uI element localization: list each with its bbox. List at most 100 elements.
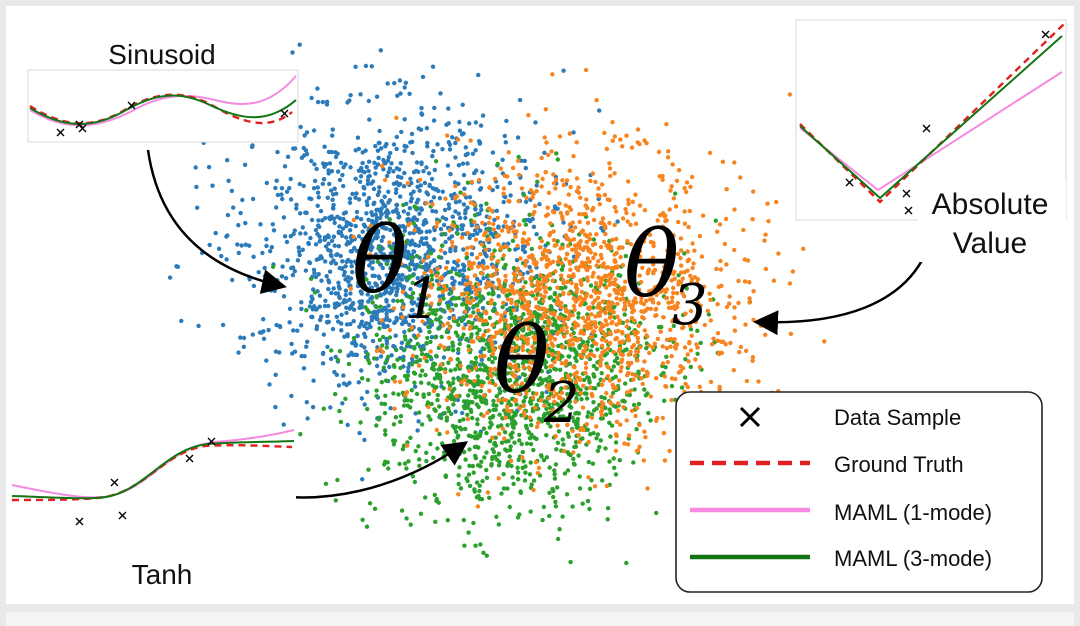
scatter-point [391, 241, 397, 246]
scatter-point [660, 415, 665, 421]
scatter-point [659, 324, 664, 330]
scatter-point [464, 290, 469, 296]
scatter-point [539, 398, 544, 403]
scatter-point [463, 211, 468, 216]
scatter-point [521, 218, 527, 223]
scatter-point [479, 397, 484, 403]
scatter-point [553, 434, 558, 439]
scatter-point [450, 135, 455, 140]
scatter-point [346, 361, 352, 367]
scatter-point [322, 237, 327, 242]
scatter-point [559, 267, 565, 272]
scatter-point [410, 318, 416, 323]
scatter-point [329, 348, 334, 353]
scatter-point [355, 271, 360, 276]
scatter-point [335, 357, 341, 363]
scatter-point [297, 42, 302, 47]
scatter-point [508, 458, 514, 464]
scatter-point [309, 158, 314, 164]
scatter-point [448, 357, 454, 362]
scatter-point [285, 154, 291, 159]
scatter-point [326, 286, 331, 292]
scatter-point [649, 288, 655, 293]
scatter-point [599, 408, 605, 413]
scatter-point [607, 340, 613, 346]
scatter-point [474, 325, 479, 330]
scatter-point [588, 385, 593, 390]
scatter-point [618, 137, 623, 142]
scatter-point [648, 394, 653, 399]
scatter-point [437, 376, 442, 381]
scatter-point [416, 169, 421, 174]
scatter-point [261, 317, 266, 322]
scatter-point [530, 314, 536, 319]
scatter-point [546, 248, 552, 254]
scatter-point [573, 387, 578, 393]
scatter-point [423, 495, 428, 500]
scatter-point [611, 349, 616, 355]
scatter-point [547, 490, 552, 495]
scatter-point [645, 391, 650, 396]
scatter-point [535, 316, 540, 321]
scatter-point [542, 135, 547, 140]
scatter-point [566, 291, 572, 296]
scatter-point [559, 390, 565, 395]
scatter-point [506, 150, 511, 155]
scatter-point [551, 488, 556, 494]
scatter-point [543, 314, 549, 319]
scatter-point [332, 301, 337, 307]
scatter-point [612, 171, 617, 176]
scatter-point [751, 317, 756, 323]
scatter-point [547, 513, 552, 519]
scatter-point [456, 258, 461, 263]
scatter-point [627, 276, 632, 281]
scatter-point [501, 382, 506, 387]
scatter-point [574, 422, 579, 427]
scatter-point [479, 383, 484, 389]
scatter-point [487, 495, 492, 500]
inset-absolute-title-line2: Value [953, 227, 1028, 260]
scatter-point [378, 262, 383, 267]
scatter-point [732, 160, 737, 165]
scatter-point [380, 234, 386, 240]
scatter-point [449, 302, 454, 307]
scatter-point [509, 384, 515, 389]
scatter-point [251, 283, 257, 289]
scatter-point [688, 327, 694, 332]
scatter-point [457, 119, 462, 125]
scatter-point [723, 216, 729, 222]
scatter-point [310, 314, 315, 320]
scatter-point [361, 253, 366, 258]
absolute-title-bg [918, 182, 1066, 262]
scatter-point [554, 391, 559, 396]
scatter-point [616, 348, 622, 354]
scatter-point [435, 392, 440, 398]
scatter-point [320, 99, 325, 105]
scatter-point [518, 320, 524, 326]
scatter-point [422, 355, 427, 361]
scatter-point [491, 398, 496, 404]
scatter-point [519, 324, 524, 329]
scatter-point [259, 330, 264, 335]
scatter-point [470, 151, 476, 156]
scatter-point [534, 283, 540, 288]
scatter-point [587, 306, 592, 312]
scatter-point [426, 324, 431, 330]
scatter-point [284, 239, 290, 245]
scatter-point [505, 486, 510, 491]
scatter-point [420, 319, 425, 324]
scatter-point [689, 333, 694, 338]
scatter-point [599, 225, 604, 231]
scatter-point [290, 272, 296, 278]
scatter-point [511, 340, 516, 345]
scatter-point [464, 313, 469, 319]
scatter-point [615, 291, 621, 296]
scatter-point [376, 274, 381, 279]
scatter-point [435, 266, 440, 271]
scatter-point [602, 239, 607, 245]
scatter-point [673, 376, 678, 382]
scatter-point [360, 160, 365, 166]
scatter-point [560, 214, 565, 219]
scatter-point [307, 304, 313, 309]
scatter-point [567, 168, 572, 173]
